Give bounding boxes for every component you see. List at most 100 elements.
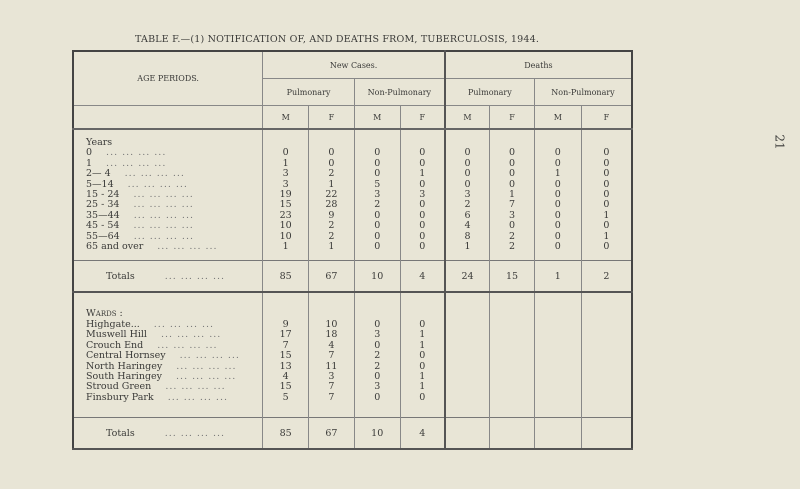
cell: 3 (353, 329, 401, 341)
cell: 15 (262, 350, 309, 362)
cell (308, 129, 355, 138)
cell: 0 (399, 319, 445, 331)
cell: 0 (533, 220, 582, 232)
cell (353, 309, 401, 320)
cell (489, 129, 535, 138)
cell (262, 129, 309, 138)
cell: 1 (443, 241, 490, 253)
cell: 18 (308, 329, 355, 341)
age-row: 5—14... ... ... ... 3 1 5 0 0 0 0 0 (73, 179, 632, 191)
cell: 15 (489, 260, 535, 294)
cell (308, 138, 355, 149)
cell: 5 (262, 392, 309, 404)
cell: 0 (353, 231, 401, 243)
cell (443, 292, 490, 310)
row-label: 55—64 (86, 230, 120, 242)
cell: 0 (443, 179, 490, 191)
cell (399, 292, 445, 310)
cell: 4 (399, 417, 445, 451)
leader-dots: ... ... ... ... (133, 199, 194, 211)
cell (489, 330, 535, 341)
cell (533, 371, 582, 383)
ward-totals-row: Totals ... ... ... ... 85 67 10 4 (73, 417, 632, 451)
deaths-header: Deaths (443, 51, 632, 79)
cell (489, 392, 535, 404)
cell: 9 (308, 210, 355, 222)
leader-dots: ... ... ... ... (153, 318, 215, 330)
cell (353, 292, 401, 310)
cell (443, 252, 490, 261)
age-totals-row: Totals ... ... ... ... 85 67 10 4 24 15 1 2 (73, 260, 632, 294)
row-label: Central Hornsey (86, 350, 166, 362)
ward-row: South Haringey ... ... ... ... 4 3 0 1 (73, 371, 632, 383)
page-number: 21 (772, 134, 787, 150)
cell (353, 252, 401, 261)
cell (399, 403, 445, 418)
cell (262, 309, 309, 320)
cell (308, 292, 355, 310)
deaths-pulmonary-header: Pulmonary (443, 78, 535, 106)
spacer-row (73, 292, 632, 310)
deaths-f-header: F (489, 105, 535, 130)
cell (533, 252, 582, 261)
new-pulmonary-header: Pulmonary (262, 78, 355, 106)
cell: 0 (353, 210, 401, 222)
cell: 13 (262, 361, 309, 372)
cell: 0 (353, 319, 401, 331)
cell (443, 330, 490, 341)
cell (533, 382, 582, 393)
row-label: 45 - 54 (86, 220, 120, 232)
cell: 0 (353, 340, 401, 352)
cell (443, 138, 490, 149)
cell: 0 (399, 220, 445, 232)
cell: 10 (308, 319, 355, 331)
tuberculosis-table: AGE PERIODS. New Cases. Deaths Pulmonary… (72, 50, 633, 451)
new-f-header: F (399, 105, 445, 130)
cell (443, 361, 490, 372)
cell: 19 (262, 189, 309, 201)
cell (353, 403, 401, 418)
cell: 1 (533, 168, 582, 180)
cell (308, 252, 355, 261)
leader-dots: ... ... ... ... (160, 329, 222, 341)
cell (580, 351, 632, 362)
ward-row: Stroud Green ... ... ... ... 15 7 3 1 (73, 381, 632, 393)
cell (399, 129, 445, 138)
cell (489, 138, 535, 149)
row-label: Totals (106, 427, 135, 439)
cell (489, 351, 535, 362)
cell (533, 417, 582, 451)
cell (443, 417, 490, 451)
cell: 2 (353, 200, 401, 211)
cell: 0 (580, 220, 632, 232)
cell (533, 292, 582, 310)
cell: 0 (580, 189, 632, 201)
leader-dots: ... ... ... ... (164, 427, 226, 439)
cell: 1 (399, 329, 445, 341)
cell: 0 (533, 210, 582, 222)
cell: 2 (353, 350, 401, 362)
leader-dots: ... ... ... ... (179, 350, 240, 362)
new-cases-header: New Cases. (262, 51, 445, 79)
ward-row: Central Hornsey ... ... ... ... 15 7 2 0 (73, 350, 632, 362)
cell: 3 (399, 189, 445, 201)
cell (353, 138, 401, 149)
row-label: 2— 4 (86, 168, 111, 180)
row-label: 35—44 (86, 209, 120, 221)
age-row: 2— 4... ... ... ... 3 2 0 1 0 0 1 0 (73, 168, 632, 180)
cell (580, 309, 632, 320)
deaths-m-header: M (443, 105, 490, 130)
row-label: 0 (86, 147, 93, 159)
row-label: Crouch End (86, 339, 144, 351)
cell: 0 (308, 158, 355, 170)
spacer-row (73, 129, 632, 138)
cell: 0 (533, 147, 582, 159)
cell: 0 (399, 147, 445, 159)
leader-dots: ... ... ... ... (133, 209, 194, 221)
leader-dots: ... ... ... ... (133, 230, 194, 242)
cell: 0 (353, 220, 401, 232)
cell (308, 403, 355, 418)
leader-dots: ... ... ... ... (133, 189, 194, 201)
cell (489, 361, 535, 372)
cell: 1 (262, 241, 309, 253)
